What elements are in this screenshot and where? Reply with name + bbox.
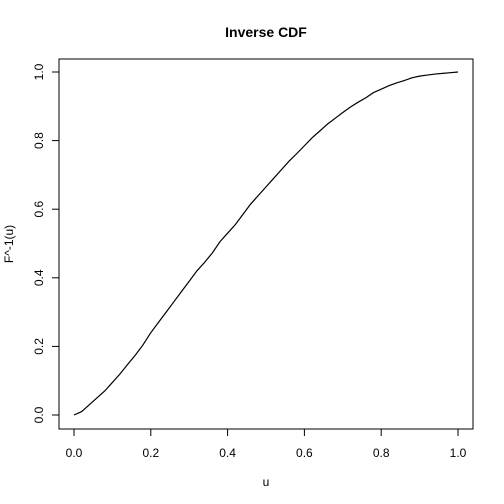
inverse-cdf-line [73,71,459,416]
x-tick-label: 1.0 [450,446,467,460]
y-tick-label: 0.2 [32,338,46,355]
chart-title: Inverse CDF [225,24,307,40]
x-tick-label: 0.0 [66,446,83,460]
y-tick-label: 0.4 [32,269,46,286]
y-axis: 0.0 0.2 0.4 0.6 0.8 1.0 [32,63,60,423]
y-tick-label: 0.6 [32,201,46,218]
x-tick-label: 0.2 [142,446,159,460]
x-axis-label: u [263,475,270,489]
x-tick-label: 0.4 [219,446,236,460]
y-axis-label: F^-1(u) [2,225,16,263]
y-tick-label: 0.8 [32,132,46,149]
x-tick-label: 0.8 [373,446,390,460]
y-tick-label: 0.0 [32,406,46,423]
x-tick-label: 0.6 [296,446,313,460]
y-tick-label: 1.0 [32,63,46,80]
x-axis: 0.0 0.2 0.4 0.6 0.8 1.0 [66,428,467,460]
